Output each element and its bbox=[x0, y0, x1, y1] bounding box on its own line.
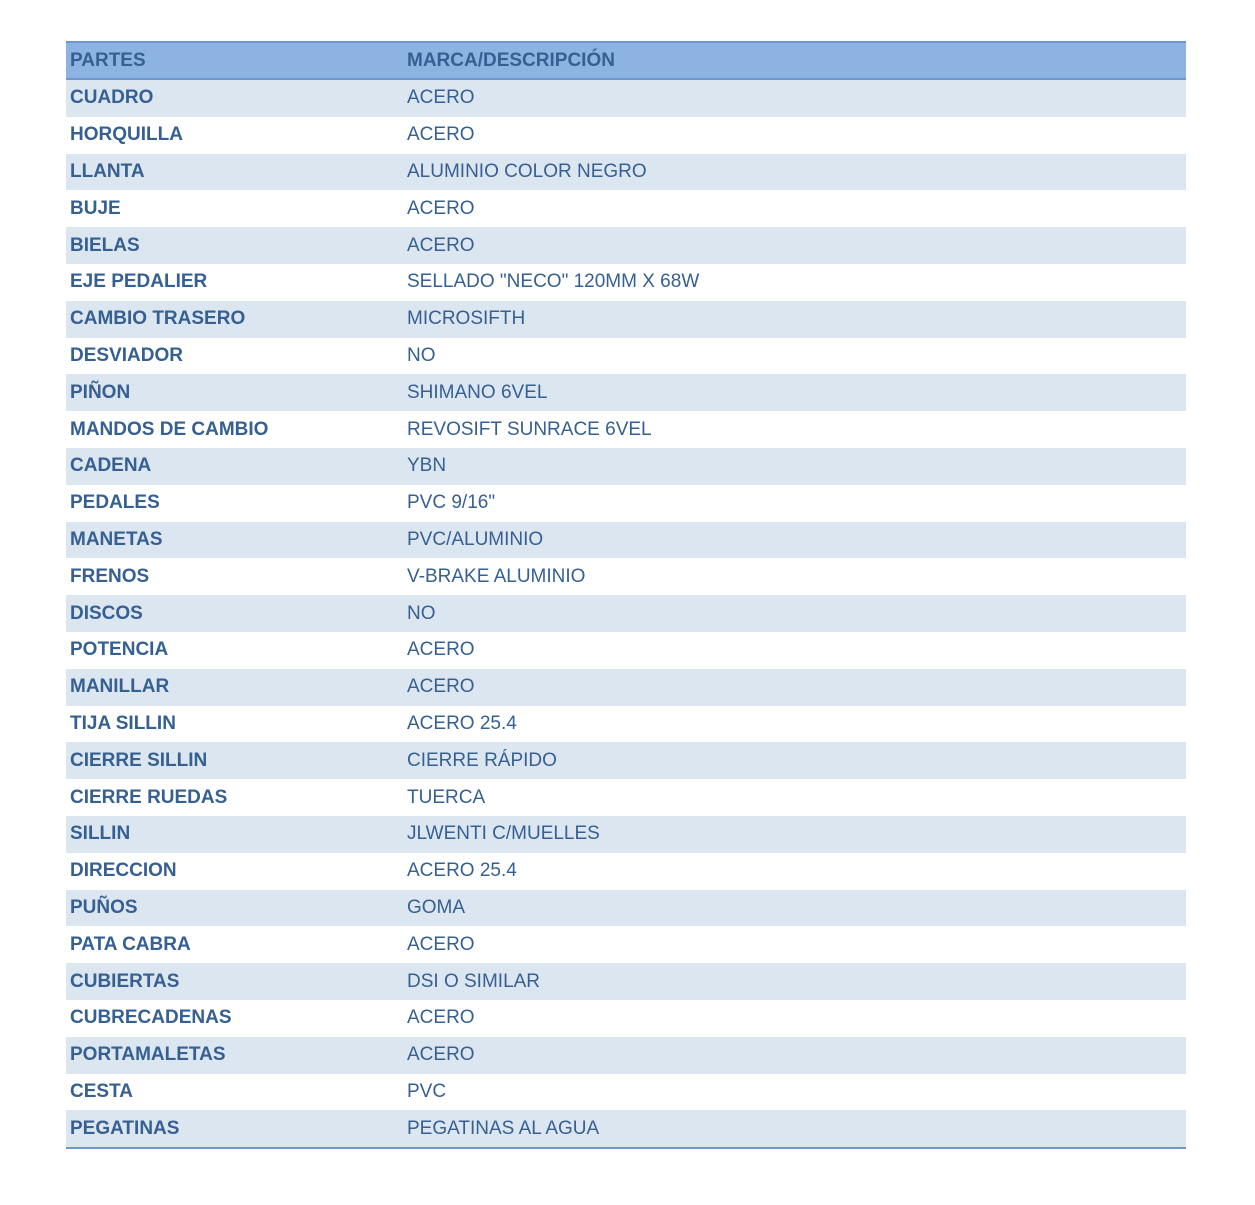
table-row: PORTAMALETAS ACERO bbox=[66, 1036, 1186, 1074]
table-row: TIJA SILLIN ACERO 25.4 bbox=[66, 706, 1186, 743]
part-name: PIÑON bbox=[70, 381, 131, 403]
part-description: PEGATINAS AL AGUA bbox=[407, 1117, 600, 1139]
part-name: CUADRO bbox=[70, 87, 154, 109]
table-row: CIERRE RUEDAS TUERCA bbox=[66, 779, 1186, 816]
part-name: PATA CABRA bbox=[70, 933, 191, 955]
part-name: CESTA bbox=[70, 1080, 133, 1102]
header-partes: PARTES bbox=[70, 49, 146, 71]
part-description: REVOSIFT SUNRACE 6VEL bbox=[407, 418, 652, 440]
part-description: PVC/ALUMINIO bbox=[407, 528, 544, 550]
table-row: PEGATINAS PEGATINAS AL AGUA bbox=[66, 1110, 1186, 1148]
table-row: CADENA YBN bbox=[66, 447, 1186, 485]
table-row: PEDALES PVC 9/16" bbox=[66, 485, 1186, 522]
part-description: YBN bbox=[407, 455, 447, 477]
table-row: FRENOS V-BRAKE ALUMINIO bbox=[66, 558, 1186, 595]
part-description: ACERO bbox=[407, 234, 475, 256]
part-description: ACERO bbox=[407, 933, 475, 955]
part-name: BIELAS bbox=[70, 234, 140, 256]
table-row: EJE PEDALIER SELLADO "NECO" 120MM X 68W bbox=[66, 264, 1186, 301]
part-name: CUBRECADENAS bbox=[70, 1007, 232, 1029]
table-row: DIRECCION ACERO 25.4 bbox=[66, 853, 1186, 890]
part-description: GOMA bbox=[407, 896, 466, 918]
table-row: CAMBIO TRASERO MICROSIFTH bbox=[66, 300, 1186, 338]
table-row: CUBRECADENAS ACERO bbox=[66, 1000, 1186, 1037]
part-description: PVC bbox=[407, 1080, 447, 1102]
part-name: POTENCIA bbox=[70, 639, 169, 661]
part-description: ACERO bbox=[407, 197, 475, 219]
part-name: PEGATINAS bbox=[70, 1117, 180, 1139]
part-name: DISCOS bbox=[70, 602, 143, 624]
part-description: ACERO bbox=[407, 1044, 475, 1066]
part-description: ALUMINIO COLOR NEGRO bbox=[407, 160, 647, 182]
part-name: SILLIN bbox=[70, 823, 131, 845]
part-name: CIERRE SILLIN bbox=[70, 749, 208, 771]
part-description: ACERO bbox=[407, 676, 475, 698]
table-body: CUADRO ACERO HORQUILLA ACERO LLANTA ALUMINIO … bbox=[66, 80, 1186, 1148]
part-description: ACERO bbox=[407, 639, 475, 661]
part-description: ACERO bbox=[407, 87, 475, 109]
part-name: PORTAMALETAS bbox=[70, 1044, 226, 1066]
part-description: CIERRE RÁPIDO bbox=[407, 749, 557, 771]
table-row: MANDOS DE CAMBIO REVOSIFT SUNRACE 6VEL bbox=[66, 411, 1186, 448]
part-name: CAMBIO TRASERO bbox=[70, 308, 246, 330]
table-row: PIÑON SHIMANO 6VEL bbox=[66, 374, 1186, 412]
part-name: PUÑOS bbox=[70, 896, 138, 918]
part-name: FRENOS bbox=[70, 565, 150, 587]
part-name: PEDALES bbox=[70, 492, 160, 514]
part-name: TIJA SILLIN bbox=[70, 712, 176, 734]
table-row: MANETAS PVC/ALUMINIO bbox=[66, 521, 1186, 559]
table-row: DESVIADOR NO bbox=[66, 338, 1186, 375]
part-description: SHIMANO 6VEL bbox=[407, 381, 548, 403]
table-row: CUADRO ACERO bbox=[66, 80, 1186, 117]
part-description: ACERO bbox=[407, 1007, 475, 1029]
table-row: SILLIN JLWENTI C/MUELLES bbox=[66, 815, 1186, 853]
table-row: PUÑOS GOMA bbox=[66, 889, 1186, 927]
part-name: EJE PEDALIER bbox=[70, 271, 208, 293]
part-description: NO bbox=[407, 344, 436, 366]
part-description: PVC 9/16" bbox=[407, 492, 496, 514]
part-name: HORQUILLA bbox=[70, 124, 183, 146]
part-name: DIRECCION bbox=[70, 860, 177, 882]
part-description: DSI O SIMILAR bbox=[407, 970, 541, 992]
part-name: MANILLAR bbox=[70, 676, 170, 698]
table-row: CESTA PVC bbox=[66, 1074, 1186, 1111]
table-row: BIELAS ACERO bbox=[66, 227, 1186, 264]
part-description: ACERO 25.4 bbox=[407, 712, 517, 734]
part-description: TUERCA bbox=[407, 786, 486, 808]
part-description: ACERO 25.4 bbox=[407, 860, 517, 882]
part-name: DESVIADOR bbox=[70, 344, 183, 366]
part-description: MICROSIFTH bbox=[407, 308, 526, 330]
table-header: PARTES MARCA/DESCRIPCIÓN bbox=[66, 43, 1186, 80]
part-description: ACERO bbox=[407, 124, 475, 146]
part-name: MANETAS bbox=[70, 528, 163, 550]
part-name: CUBIERTAS bbox=[70, 970, 180, 992]
table-row: PATA CABRA ACERO bbox=[66, 926, 1186, 963]
part-description: SELLADO "NECO" 120MM X 68W bbox=[407, 271, 700, 293]
table-row: HORQUILLA ACERO bbox=[66, 117, 1186, 154]
part-name: LLANTA bbox=[70, 160, 145, 182]
table-row: DISCOS NO bbox=[66, 595, 1186, 632]
part-description: V-BRAKE ALUMINIO bbox=[407, 565, 586, 587]
part-name: BUJE bbox=[70, 197, 121, 219]
table-row: LLANTA ALUMINIO COLOR NEGRO bbox=[66, 153, 1186, 191]
table-row: BUJE ACERO bbox=[66, 190, 1186, 227]
table-row: MANILLAR ACERO bbox=[66, 668, 1186, 706]
header-marca-descripcion: MARCA/DESCRIPCIÓN bbox=[407, 49, 615, 71]
table-row: POTENCIA ACERO bbox=[66, 632, 1186, 669]
table-row: CUBIERTAS DSI O SIMILAR bbox=[66, 963, 1186, 1000]
table-row: CIERRE SILLIN CIERRE RÁPIDO bbox=[66, 742, 1186, 780]
part-name: CADENA bbox=[70, 455, 152, 477]
parts-table: PARTES MARCA/DESCRIPCIÓN CUADRO ACERO HORQ… bbox=[66, 41, 1186, 1150]
part-description: JLWENTI C/MUELLES bbox=[407, 823, 600, 845]
part-description: NO bbox=[407, 602, 436, 624]
part-name: CIERRE RUEDAS bbox=[70, 786, 228, 808]
part-name: MANDOS DE CAMBIO bbox=[70, 418, 269, 440]
